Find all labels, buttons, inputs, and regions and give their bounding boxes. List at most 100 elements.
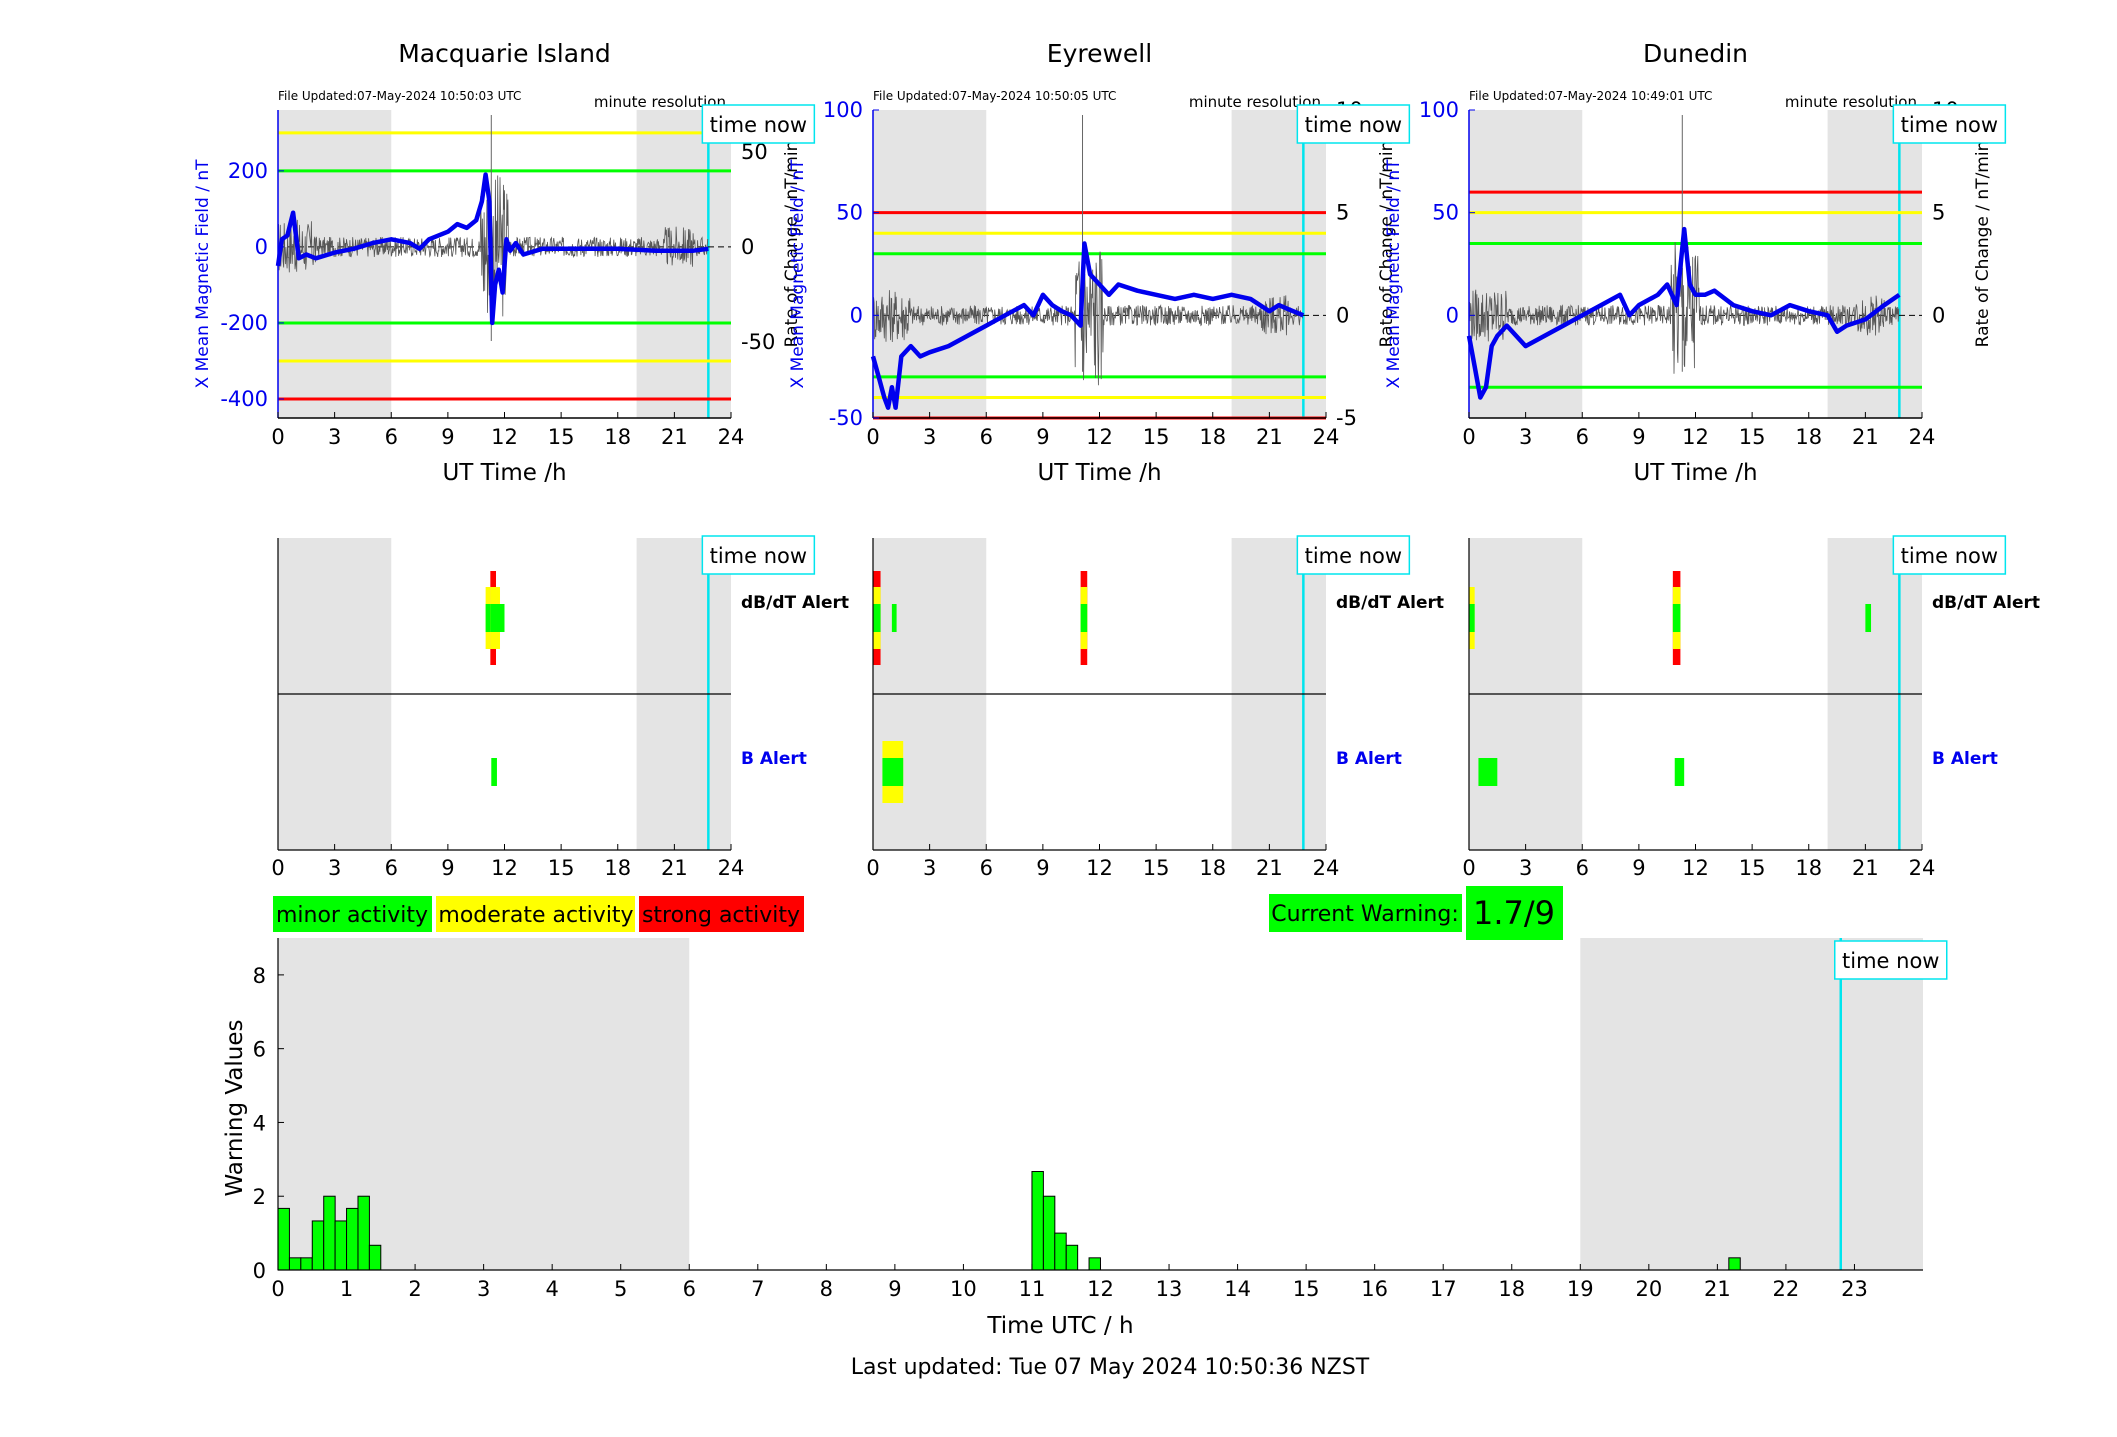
y-left-tick-label: 50 [1432,201,1459,225]
warning-bar [300,1257,313,1271]
time-now-label: time now [1901,113,1998,137]
x-axis-label: UT Time /h [1037,460,1161,486]
legend-moderate-swatch [434,894,637,934]
x-tick-label: 18 [604,425,631,449]
legend-strong-swatch [637,894,806,934]
x-tick-label: 0 [1462,856,1475,880]
time-now-label: time now [1901,544,1998,568]
b-alert-row-label: B Alert [1932,749,1998,769]
x-tick-label: 0 [271,1277,284,1301]
y-left-tick-label: 100 [1419,98,1459,122]
x-tick-label: 9 [1036,425,1049,449]
legend-moderate-label: moderate activity [438,903,633,928]
x-tick-label: 6 [1576,425,1589,449]
time-now-label: time now [710,544,807,568]
warning-bar [277,1207,290,1271]
b-alert-row-label: B Alert [1336,749,1402,769]
x-tick-label: 0 [866,856,879,880]
legend-minor-swatch [271,894,434,934]
x-tick-label: 0 [271,856,284,880]
warning-bar [1065,1244,1079,1271]
warning-bar [1728,1257,1741,1271]
x-tick-label: 6 [385,856,398,880]
resolution-label: minute resolution [1189,93,1321,111]
x-tick-label: 6 [1576,856,1589,880]
night-shading-1 [636,110,731,418]
y-left-tick-label: 0 [1446,303,1459,327]
y-right-tick-label: 0 [1932,303,1945,327]
time-now-label-box [701,104,816,144]
warning-bar [334,1220,348,1271]
night-shading-0 [873,110,987,418]
x-axis-label: Time UTC / h [986,1313,1133,1339]
time-now-label-box [1834,940,1948,980]
current-warning-value-box [1464,884,1565,942]
x-tick-label: 9 [441,856,454,880]
x-tick-label: 15 [1293,1277,1320,1301]
y-right-tick-label: -50 [741,330,775,354]
dbdt-alert-row-label: dB/dT Alert [1932,593,2040,613]
x-tick-label: 11 [1019,1277,1046,1301]
x-tick-label: 21 [1704,1277,1731,1301]
x-tick-label: 18 [604,856,631,880]
y-right-tick-label: -5 [1336,406,1357,430]
y-tick-label: 0 [253,1259,266,1283]
alert-mark-level-1 [1080,604,1088,632]
warning-bar [368,1244,382,1271]
x-tick-label: 12 [1087,1277,1114,1301]
x-tick-label: 3 [328,425,341,449]
x-tick-label: 9 [888,1277,901,1301]
alert-mark-level-1 [490,604,497,632]
x-tick-label: 9 [1632,856,1645,880]
footer-last-updated: Last updated: Tue 07 May 2024 10:50:36 N… [851,1355,1370,1380]
file-updated-label: File Updated:07-May-2024 10:50:05 UTC [873,89,1116,103]
x-tick-label: 7 [751,1277,764,1301]
night-shading-1 [1580,938,1923,1270]
x-tick-label: 12 [491,856,518,880]
x-tick-label: 21 [1852,425,1879,449]
y-tick-label: 8 [253,964,266,988]
time-now-label-box [1892,535,2007,575]
alert-panel-1: 0 3 6 9 12 15 18 21 24 dB/dT Alert B Alert time now [271,535,849,880]
dbdt-alert-row-label: dB/dT Alert [1336,593,1444,613]
x-tick-label: 10 [950,1277,977,1301]
x-tick-label: 3 [477,1277,490,1301]
alert-mark-level-1 [882,758,904,786]
x-tick-label: 4 [545,1277,558,1301]
night-shading-1 [1231,110,1326,418]
x-tick-label: 15 [1143,425,1170,449]
alert-mark-level-1 [891,604,897,632]
x-tick-label: 15 [548,856,575,880]
alert-mark-level-1 [1672,604,1681,632]
x-tick-label: 13 [1156,1277,1183,1301]
y-left-axis-label: X Mean Magnetic Field / nT [1384,159,1404,389]
warning-bar [323,1195,336,1271]
x-tick-label: 1 [340,1277,353,1301]
station-title: Dunedin [1643,39,1748,68]
x-tick-label: 21 [1256,856,1283,880]
legend-strong-label: strong activity [642,903,800,928]
x-tick-label: 2 [408,1277,421,1301]
mean-field-series [870,241,1305,410]
activity-legend: minor activity moderate activity strong … [271,894,806,934]
y-tick-label: 2 [253,1185,266,1209]
current-warning-label-box [1267,892,1464,934]
x-tick-label: 0 [271,425,284,449]
x-tick-label: 24 [718,425,745,449]
y-left-tick-label: 50 [836,201,863,225]
x-tick-label: 15 [1143,856,1170,880]
warning-bar [311,1220,325,1271]
x-tick-label: 24 [718,856,745,880]
current-warning-label: Current Warning: [1271,902,1458,927]
warning-bar [1088,1257,1101,1271]
x-tick-label: 15 [548,425,575,449]
x-tick-label: 22 [1773,1277,1800,1301]
night-shading-1 [1827,110,1922,418]
magnetometer-panels: Macquarie Island 0 3 6 9 12 15 18 21 24 -400 -200 0 2… [193,39,2007,486]
x-tick-label: 23 [1841,1277,1868,1301]
x-tick-label: 18 [1199,425,1226,449]
warning-bar [288,1257,302,1271]
x-tick-label: 18 [1498,1277,1525,1301]
y-left-tick-label: -400 [220,387,268,411]
x-tick-label: 9 [1632,425,1645,449]
